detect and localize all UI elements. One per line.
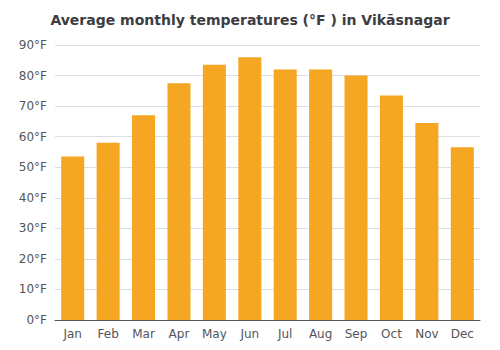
svg-text:Aug: Aug <box>309 327 332 341</box>
svg-text:Apr: Apr <box>169 327 190 341</box>
svg-text:Average monthly temperatures (: Average monthly temperatures (°F ) in Vi… <box>50 12 449 28</box>
svg-text:50°F: 50°F <box>19 160 47 174</box>
svg-text:Sep: Sep <box>345 327 368 341</box>
svg-text:Feb: Feb <box>98 327 119 341</box>
svg-text:Jun: Jun <box>239 327 259 341</box>
svg-text:10°F: 10°F <box>19 282 47 296</box>
svg-text:0°F: 0°F <box>26 313 47 327</box>
svg-text:Oct: Oct <box>381 327 402 341</box>
svg-text:Mar: Mar <box>132 327 155 341</box>
svg-text:60°F: 60°F <box>19 130 47 144</box>
svg-text:20°F: 20°F <box>19 252 47 266</box>
svg-text:90°F: 90°F <box>19 38 47 52</box>
svg-text:Jul: Jul <box>277 327 292 341</box>
svg-text:Nov: Nov <box>415 327 438 341</box>
svg-text:Jan: Jan <box>62 327 82 341</box>
svg-text:Dec: Dec <box>451 327 474 341</box>
svg-text:70°F: 70°F <box>19 99 47 113</box>
svg-text:May: May <box>202 327 227 341</box>
svg-text:80°F: 80°F <box>19 69 47 83</box>
svg-text:40°F: 40°F <box>19 191 47 205</box>
svg-text:30°F: 30°F <box>19 221 47 235</box>
